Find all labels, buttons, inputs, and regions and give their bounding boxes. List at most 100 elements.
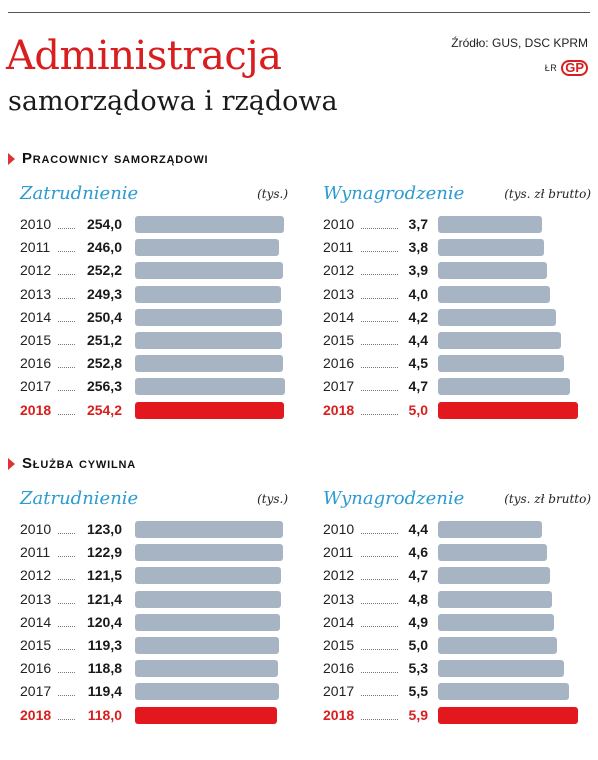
- year-label: 2015: [323, 332, 355, 348]
- leader-dots: [58, 579, 75, 581]
- value-label: 5,0: [408, 637, 428, 653]
- bar-row-2011: 2011 4,6: [323, 543, 591, 563]
- leader-dots: [361, 556, 399, 558]
- bar: [438, 308, 556, 326]
- year-label: 2018: [20, 401, 52, 418]
- value-label: 3,9: [408, 262, 428, 279]
- year-label: 2014: [323, 613, 355, 630]
- section-header-sluzba-cywilna: Służba cywilna: [8, 455, 136, 472]
- bar-row-2016: 2016 4,5: [323, 354, 591, 374]
- leader-dots: [58, 413, 75, 415]
- publisher-logo-icon: GP: [561, 60, 588, 76]
- year-label: 2018: [323, 706, 355, 723]
- year-label: 2018: [20, 706, 52, 723]
- bar-row-2014: 2014 250,4: [20, 308, 290, 328]
- bar: [438, 637, 557, 654]
- value-label: 4,7: [408, 378, 428, 395]
- section-arrow-icon: [8, 152, 16, 165]
- bar: [438, 706, 578, 724]
- year-label: 2011: [20, 544, 51, 561]
- leader-dots: [361, 602, 399, 604]
- value-label: 254,0: [86, 216, 122, 232]
- chart-title: Wynagrodzenie: [323, 183, 465, 204]
- value-label: 4,9: [408, 613, 428, 630]
- leader-dots: [58, 344, 75, 345]
- value-label: 4,7: [408, 567, 428, 584]
- bar-row-2017: 2017 256,3: [20, 377, 290, 397]
- leader-dots: [361, 413, 399, 415]
- value-label: 3,7: [408, 216, 428, 232]
- value-label: 4,4: [408, 332, 428, 348]
- leader-dots: [58, 390, 75, 392]
- section-title: Pracownicy samorządowi: [22, 150, 209, 167]
- value-label: 249,3: [86, 285, 122, 302]
- bar: [438, 660, 564, 678]
- bar: [135, 706, 277, 724]
- value-label: 4,2: [408, 308, 428, 325]
- bar: [438, 378, 570, 396]
- bar: [438, 521, 543, 538]
- bar-row-2012: 2012 3,9: [323, 261, 591, 281]
- bar-row-2010: 2010 3,7: [323, 215, 591, 235]
- leader-dots: [361, 579, 399, 581]
- year-label: 2010: [323, 216, 355, 232]
- bar-row-2015: 2015 251,2: [20, 331, 290, 351]
- bar-row-2012: 2012 4,7: [323, 566, 591, 586]
- year-label: 2011: [20, 239, 51, 256]
- bar: [438, 239, 545, 257]
- bar: [438, 216, 542, 233]
- bar: [135, 590, 282, 608]
- value-label: 254,2: [86, 401, 122, 418]
- chart-title: Zatrudnienie: [20, 488, 139, 509]
- bar: [135, 332, 282, 349]
- leader-dots: [361, 274, 399, 276]
- chart-unit: (tys. zł brutto): [504, 187, 591, 201]
- value-label: 3,8: [408, 239, 428, 256]
- bar-row-2018: 2018 254,2: [20, 401, 290, 421]
- bar: [135, 285, 281, 303]
- year-label: 2011: [323, 544, 354, 561]
- bar: [438, 285, 550, 303]
- bar-row-2012: 2012 121,5: [20, 566, 290, 586]
- bar: [438, 262, 548, 280]
- value-label: 119,3: [87, 637, 122, 653]
- bar: [438, 544, 548, 562]
- value-label: 4,0: [408, 285, 428, 302]
- bar: [438, 590, 552, 608]
- leader-dots: [58, 274, 75, 276]
- year-label: 2015: [323, 637, 355, 653]
- author-initials: ŁR: [544, 63, 558, 73]
- leader-dots: [58, 649, 75, 650]
- leader-dots: [361, 344, 399, 345]
- bar: [438, 332, 562, 349]
- chart-unit: (tys.): [257, 492, 288, 506]
- year-label: 2012: [323, 567, 355, 584]
- value-label: 122,9: [86, 544, 122, 561]
- bar: [135, 521, 283, 538]
- value-label: 4,8: [408, 590, 428, 607]
- chart-panel-sluzba-wynagrodzenie: Wynagrodzenie (tys. zł brutto) 2010 4,4 20…: [323, 488, 591, 728]
- year-label: 2017: [20, 683, 52, 700]
- value-label: 4,6: [408, 544, 428, 561]
- year-label: 2014: [323, 308, 355, 325]
- year-label: 2017: [323, 683, 355, 700]
- bar: [135, 378, 285, 396]
- value-label: 5,9: [408, 706, 428, 723]
- value-label: 119,4: [87, 683, 122, 700]
- leader-dots: [58, 625, 75, 627]
- bar-row-2012: 2012 252,2: [20, 261, 290, 281]
- leader-dots: [58, 533, 75, 534]
- bar: [135, 401, 284, 419]
- leader-dots: [361, 672, 399, 674]
- year-label: 2013: [20, 285, 52, 302]
- bar-row-2014: 2014 4,9: [323, 613, 591, 633]
- leader-dots: [58, 251, 75, 253]
- year-label: 2018: [323, 401, 355, 418]
- chart-unit: (tys.): [257, 187, 288, 201]
- bar-row-2013: 2013 4,0: [323, 285, 591, 305]
- bar-row-2014: 2014 120,4: [20, 613, 290, 633]
- bar: [438, 401, 578, 419]
- leader-dots: [58, 367, 75, 369]
- value-label: 5,5: [408, 683, 428, 700]
- value-label: 256,3: [86, 378, 122, 395]
